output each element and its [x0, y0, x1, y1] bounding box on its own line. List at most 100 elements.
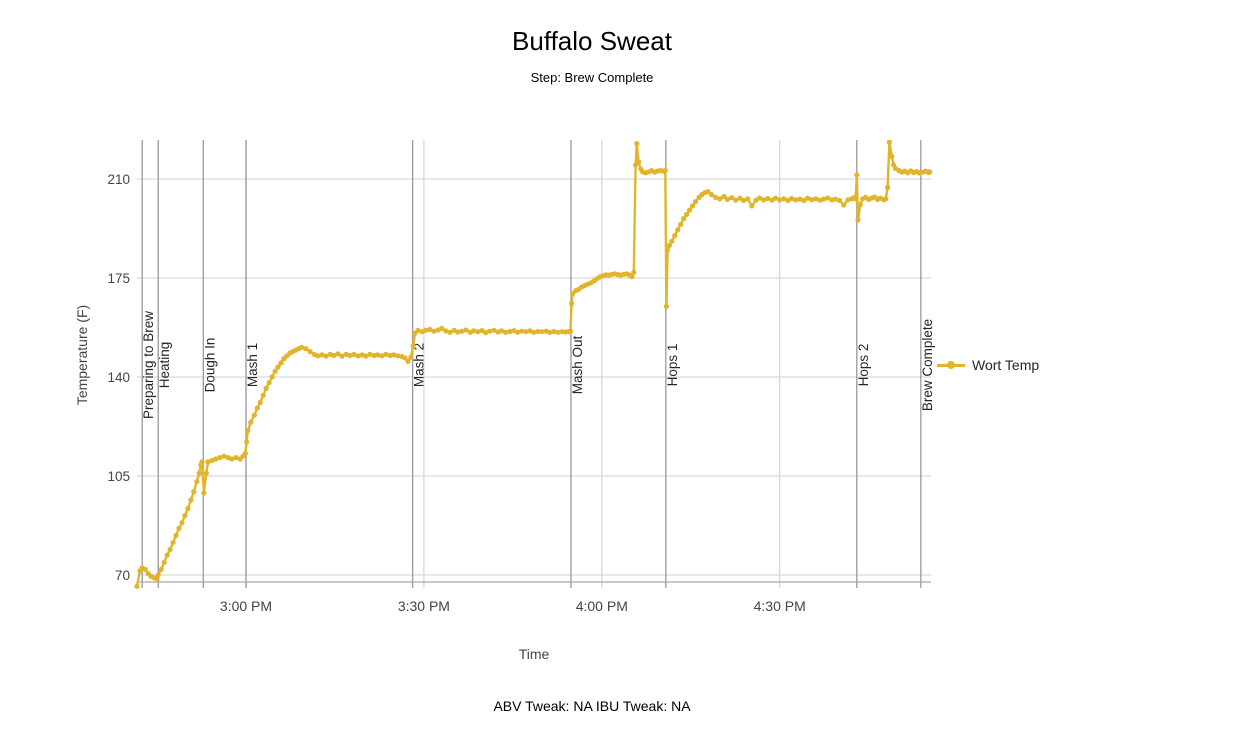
data-point[interactable] — [269, 374, 275, 380]
data-point[interactable] — [415, 327, 421, 333]
data-point[interactable] — [154, 576, 160, 582]
data-point[interactable] — [681, 216, 687, 222]
data-point[interactable] — [155, 572, 161, 578]
data-point[interactable] — [854, 172, 860, 178]
data-point[interactable] — [666, 242, 673, 249]
data-point[interactable] — [886, 139, 893, 145]
data-point[interactable] — [832, 196, 839, 202]
data-point[interactable] — [672, 233, 678, 239]
data-point[interactable] — [669, 238, 675, 244]
data-point[interactable] — [245, 428, 251, 434]
data-point[interactable] — [634, 141, 640, 147]
data-point[interactable] — [229, 456, 235, 462]
data-point[interactable] — [687, 207, 693, 213]
data-point[interactable] — [221, 453, 227, 459]
data-point[interactable] — [339, 353, 345, 359]
data-point[interactable] — [519, 328, 525, 334]
data-point[interactable] — [729, 195, 735, 201]
data-point[interactable] — [447, 329, 453, 335]
data-point[interactable] — [793, 197, 799, 203]
data-point[interactable] — [471, 328, 477, 334]
data-point[interactable] — [205, 459, 211, 465]
data-point[interactable] — [185, 505, 191, 512]
data-point[interactable] — [761, 197, 767, 203]
data-point[interactable] — [402, 355, 408, 361]
data-point[interactable] — [567, 328, 574, 334]
data-point[interactable] — [233, 455, 239, 461]
data-point[interactable] — [813, 196, 819, 202]
data-point[interactable] — [182, 513, 188, 519]
data-point[interactable] — [889, 153, 895, 159]
data-point[interactable] — [355, 353, 361, 359]
data-point[interactable] — [809, 197, 815, 203]
data-point[interactable] — [705, 189, 711, 195]
data-point[interactable] — [375, 352, 381, 358]
data-point[interactable] — [248, 419, 254, 425]
data-point[interactable] — [547, 329, 553, 335]
data-point[interactable] — [789, 195, 795, 202]
data-point[interactable] — [539, 329, 545, 335]
data-point[interactable] — [408, 354, 414, 360]
data-point[interactable] — [821, 196, 827, 202]
data-point[interactable] — [675, 227, 681, 233]
data-point[interactable] — [188, 497, 194, 503]
data-point[interactable] — [805, 195, 811, 201]
data-point[interactable] — [857, 201, 863, 208]
data-point[interactable] — [724, 196, 731, 202]
data-point[interactable] — [179, 520, 185, 526]
data-point[interactable] — [692, 199, 699, 205]
data-point[interactable] — [367, 351, 373, 357]
data-point[interactable] — [161, 559, 167, 565]
data-point[interactable] — [721, 193, 727, 200]
data-point[interactable] — [927, 169, 933, 175]
data-point[interactable] — [689, 203, 696, 209]
data-point[interactable] — [825, 195, 831, 201]
legend-item-wort-temp[interactable]: Wort Temp — [937, 356, 1039, 374]
data-point[interactable] — [491, 327, 497, 333]
data-point[interactable] — [257, 399, 263, 406]
data-point[interactable] — [629, 274, 635, 280]
data-point[interactable] — [213, 456, 219, 462]
data-point[interactable] — [717, 196, 723, 202]
data-point[interactable] — [662, 167, 668, 174]
data-point[interactable] — [439, 325, 445, 331]
data-point[interactable] — [483, 330, 489, 336]
data-point[interactable] — [837, 197, 843, 204]
data-point[interactable] — [142, 566, 148, 572]
data-point[interactable] — [475, 329, 481, 335]
data-point[interactable] — [319, 352, 325, 358]
data-point[interactable] — [299, 344, 305, 350]
data-point[interactable] — [777, 197, 783, 203]
data-point[interactable] — [379, 353, 385, 359]
data-point[interactable] — [781, 196, 787, 202]
data-point[interactable] — [555, 329, 561, 335]
data-point[interactable] — [323, 353, 329, 359]
data-point[interactable] — [164, 552, 170, 558]
data-point[interactable] — [244, 439, 250, 445]
data-point[interactable] — [134, 583, 140, 589]
data-point[interactable] — [194, 479, 200, 485]
data-point[interactable] — [278, 360, 284, 366]
data-point[interactable] — [455, 329, 461, 335]
data-point[interactable] — [275, 364, 281, 370]
data-point[interactable] — [351, 351, 357, 357]
data-point[interactable] — [459, 328, 465, 334]
data-point[interactable] — [507, 328, 513, 335]
data-point[interactable] — [363, 353, 369, 359]
data-point[interactable] — [551, 328, 557, 335]
data-point[interactable] — [167, 546, 173, 553]
data-point[interactable] — [423, 327, 429, 333]
data-point[interactable] — [173, 532, 179, 539]
data-point[interactable] — [678, 221, 684, 227]
data-point[interactable] — [841, 202, 847, 208]
data-point[interactable] — [335, 351, 341, 357]
data-point[interactable] — [569, 300, 575, 307]
data-point[interactable] — [733, 197, 739, 203]
data-point[interactable] — [260, 392, 266, 398]
data-point[interactable] — [708, 192, 715, 198]
data-point[interactable] — [303, 346, 309, 352]
data-point[interactable] — [191, 489, 197, 495]
data-point[interactable] — [523, 329, 529, 335]
data-point[interactable] — [395, 353, 401, 359]
data-point[interactable] — [631, 269, 637, 275]
